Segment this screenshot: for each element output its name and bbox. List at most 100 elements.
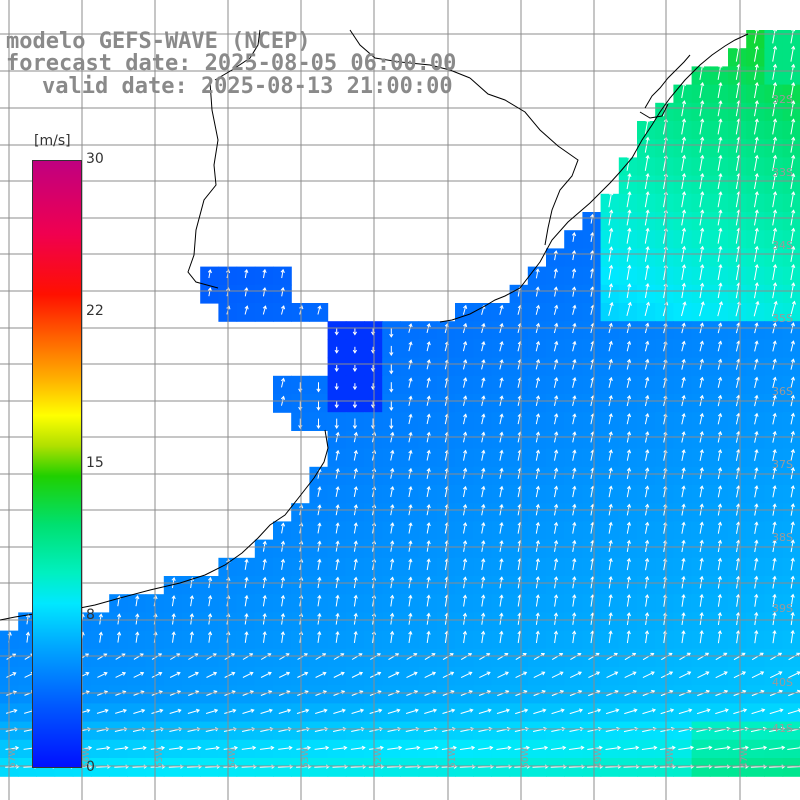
wind-arrow (189, 595, 194, 607)
wind-arrow (644, 612, 650, 625)
wind-arrow (481, 558, 486, 571)
wind-arrow (499, 377, 504, 388)
wind-arrow (169, 708, 182, 714)
wind-arrow (790, 340, 795, 352)
wind-arrow (587, 745, 603, 750)
wind-arrow (626, 413, 632, 425)
wind-arrow (481, 485, 486, 498)
wind-arrow (463, 449, 468, 461)
wind-arrow (571, 231, 577, 242)
wind-arrow (699, 100, 705, 117)
wind-arrow (681, 81, 687, 99)
wind-arrow (754, 154, 759, 171)
wind-arrow (790, 448, 795, 461)
wind-arrow (499, 304, 504, 315)
wind-arrow (717, 376, 723, 388)
wind-arrow (717, 263, 723, 281)
wind-arrow (626, 227, 632, 244)
wind-arrow (25, 631, 31, 643)
wind-arrow (697, 652, 710, 661)
wind-arrow (390, 485, 395, 498)
wind-arrow (553, 268, 558, 279)
wind-arrow (499, 558, 504, 571)
wind-arrow (642, 708, 656, 715)
wind-arrow (242, 708, 255, 714)
wind-arrow (754, 227, 759, 244)
wind-arrow (645, 485, 650, 498)
wind-arrow (278, 708, 292, 714)
wind-arrow (481, 413, 486, 425)
wind-arrow (408, 377, 413, 388)
wind-arrow (334, 365, 339, 372)
wind-arrow (699, 376, 704, 388)
wind-arrow (696, 708, 711, 715)
wind-arrow (424, 671, 437, 679)
wind-arrow (387, 708, 401, 714)
wind-arrow (535, 630, 540, 644)
wind-arrow (244, 287, 249, 297)
wind-arrow (207, 269, 212, 279)
wind-arrow (535, 377, 541, 388)
wind-arrow (699, 154, 705, 171)
wind-arrow (572, 539, 577, 552)
wind-arrow (481, 594, 486, 607)
wind-arrow (608, 191, 614, 208)
wind-arrow (641, 745, 658, 750)
wind-arrow (206, 671, 218, 678)
wind-arrow (754, 45, 759, 62)
wind-arrow (644, 118, 650, 135)
wind-arrow (280, 305, 286, 315)
wind-arrow (280, 558, 286, 570)
wind-arrow (334, 346, 339, 354)
wind-arrow (626, 358, 632, 370)
wind-arrow (790, 629, 795, 644)
wind-arrow (681, 191, 687, 208)
wind-arrow (554, 413, 559, 425)
wind-arrow (499, 359, 504, 370)
wind-arrow (335, 558, 340, 570)
wind-arrow (608, 227, 614, 244)
wind-arrow (535, 340, 541, 352)
wind-arrow (787, 764, 800, 769)
wind-arrow (733, 652, 746, 661)
wind-arrow (535, 594, 540, 607)
wind-arrow (645, 449, 650, 461)
wind-arrow (353, 594, 358, 607)
wind-arrow (626, 449, 632, 461)
wind-arrow (223, 745, 239, 751)
wind-arrow (572, 594, 577, 607)
wind-arrow (132, 745, 147, 751)
wind-arrow (389, 327, 394, 338)
lon-label: 52W (374, 747, 384, 768)
wind-arrow (681, 264, 687, 280)
wind-arrow (590, 213, 595, 224)
wind-arrow (772, 593, 777, 607)
wind-arrow (280, 612, 285, 625)
wind-arrow (699, 611, 704, 625)
wind-arrow (772, 376, 777, 389)
wind-arrow (533, 653, 546, 661)
wind-arrow (535, 449, 541, 461)
wind-arrow (550, 745, 567, 750)
wind-arrow (699, 412, 704, 425)
wind-arrow (551, 653, 564, 661)
wind-arrow (626, 264, 632, 280)
wind-arrow (262, 631, 267, 643)
wind-arrow (754, 521, 759, 534)
wind-arrow (390, 594, 395, 607)
wind-arrow (316, 382, 321, 393)
wind-arrow (696, 745, 713, 750)
wind-arrow (262, 268, 267, 279)
wind-arrow (717, 557, 723, 571)
wind-arrow (353, 486, 358, 497)
wind-arrow (316, 400, 321, 411)
lat-label: 33S (772, 166, 793, 179)
wind-arrow (717, 154, 723, 171)
wind-arrow (280, 594, 286, 607)
lon-label: 49W (594, 747, 604, 768)
wind-arrow (572, 485, 577, 498)
wind-arrow (790, 63, 796, 80)
wind-arrow (189, 631, 194, 643)
wind-arrow (481, 359, 486, 370)
wind-arrow (790, 412, 795, 425)
